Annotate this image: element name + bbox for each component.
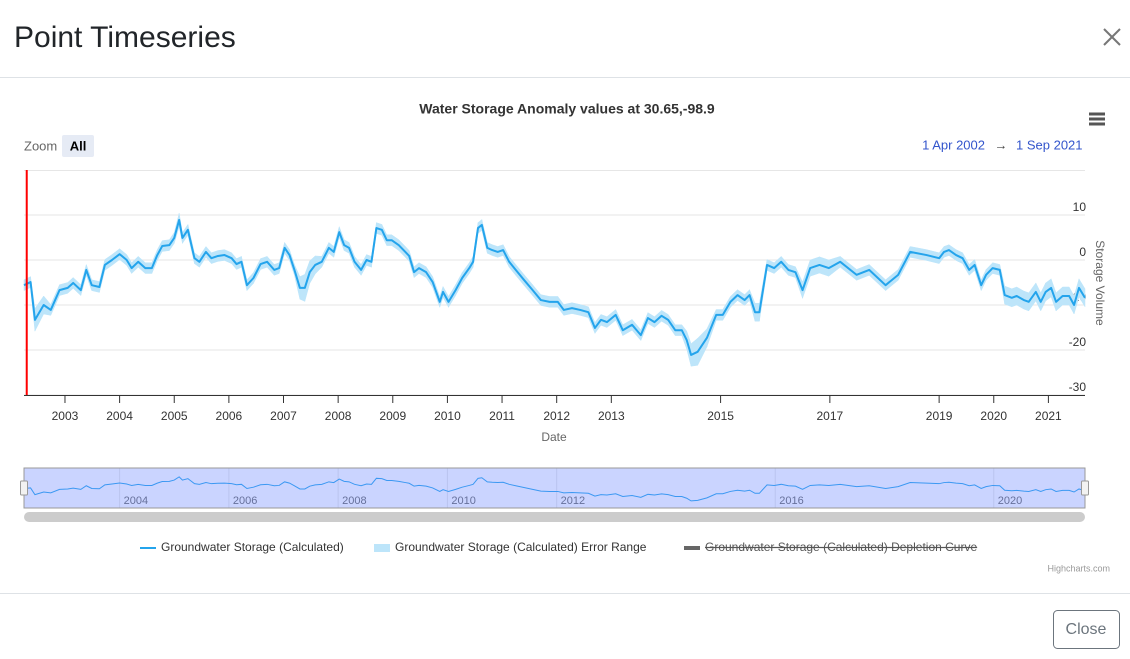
y-tick-label: -20 <box>1069 335 1087 349</box>
modal-title: Point Timeseries <box>14 21 236 54</box>
navigator-tick-label: 2006 <box>233 495 257 507</box>
close-button[interactable] <box>1053 610 1120 649</box>
x-tick-label: 2003 <box>52 409 79 423</box>
chart-title: Water Storage Anomaly values at 30.65,-9… <box>419 101 715 117</box>
y-axis-title: Storage Volume <box>1093 240 1107 326</box>
x-tick-label: 2011 <box>489 409 515 423</box>
credits[interactable]: Highcharts.com <box>1047 563 1110 573</box>
x-tick-label: 2008 <box>325 409 352 423</box>
navigator-tick-label: 2012 <box>561 495 585 507</box>
x-tick-label: 2021 <box>1035 409 1062 423</box>
zoom-label: Zoom <box>24 138 57 153</box>
zoom-button-bg[interactable] <box>62 135 94 157</box>
x-tick-label: 2012 <box>543 409 570 423</box>
x-tick-label: 2013 <box>598 409 625 423</box>
navigator-tick-label: 2008 <box>342 495 366 507</box>
series-line <box>23 218 1086 356</box>
legend-item[interactable]: Groundwater Storage (Calculated) Error R… <box>395 540 647 554</box>
navigator-tick-label: 2010 <box>451 495 475 507</box>
navigator-tick-label: 2020 <box>998 495 1022 507</box>
legend-item[interactable]: Groundwater Storage (Calculated) Depleti… <box>705 540 977 554</box>
x-tick-label: 2009 <box>379 409 406 423</box>
y-tick-label: 0 <box>1079 245 1086 259</box>
scrollbar[interactable] <box>24 512 1085 522</box>
navigator-background <box>23 467 1086 509</box>
y-tick-label: 10 <box>1073 200 1087 214</box>
x-tick-label: 2017 <box>817 409 844 423</box>
legend-symbol <box>374 544 390 552</box>
export-menu[interactable] <box>1089 112 1105 126</box>
range-from[interactable]: 1 Apr 2002 <box>922 137 985 152</box>
range-arrow: → <box>995 137 1008 152</box>
x-tick-label: 2007 <box>270 409 297 423</box>
x-tick-label: 2015 <box>707 409 734 423</box>
navigator-tick-label: 2016 <box>779 495 803 507</box>
x-axis-title: Date <box>541 430 567 444</box>
close-button-label[interactable]: Close <box>1066 621 1107 638</box>
close-icon-stroke <box>1103 28 1121 46</box>
zoom-button[interactable]: All <box>70 138 87 153</box>
x-tick-label: 2020 <box>980 409 1007 423</box>
x-tick-label: 2019 <box>926 409 953 423</box>
navigator-handle[interactable] <box>20 480 28 496</box>
range-to[interactable]: 1 Sep 2021 <box>1016 137 1083 152</box>
close-icon[interactable] <box>1103 28 1121 46</box>
x-tick-label: 2004 <box>106 409 133 423</box>
navigator-handle[interactable] <box>1081 480 1089 496</box>
x-tick-label: 2005 <box>161 409 188 423</box>
y-tick-label: -30 <box>1069 380 1087 394</box>
navigator-tick-label: 2004 <box>124 495 148 507</box>
x-tick-label: 2006 <box>216 409 243 423</box>
legend-item[interactable]: Groundwater Storage (Calculated) <box>161 540 344 554</box>
navigator-line <box>23 476 1086 502</box>
x-tick-label: 2010 <box>434 409 461 423</box>
navigator-selection[interactable] <box>23 467 1086 509</box>
